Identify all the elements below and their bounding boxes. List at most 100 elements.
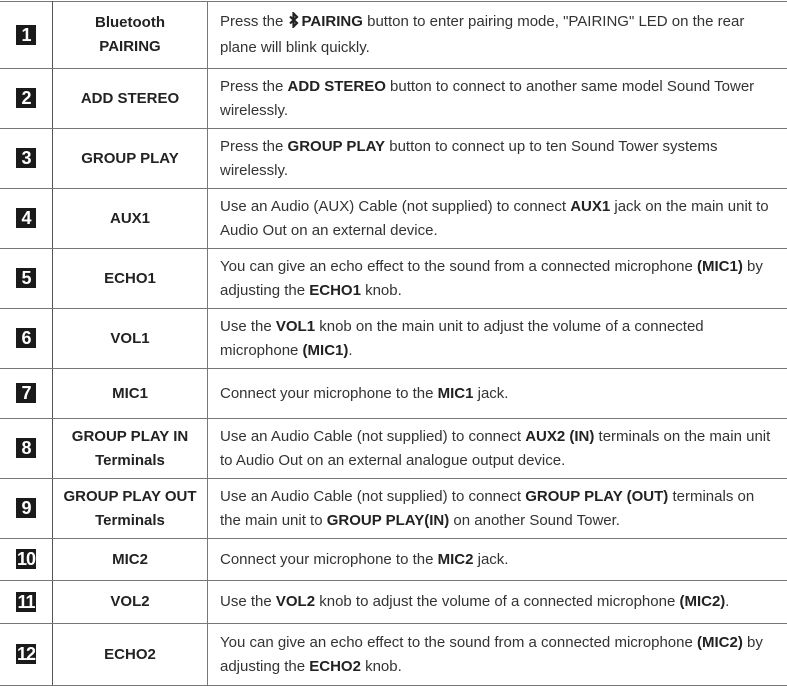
desc-text: . xyxy=(725,593,730,610)
item-name-cell: GROUP PLAY IN Terminals xyxy=(52,418,208,479)
item-description: Use an Audio Cable (not supplied) to con… xyxy=(207,478,787,539)
table-row: 8 GROUP PLAY IN Terminals Use an Audio Ca… xyxy=(0,418,787,479)
desc-text: Connect your microphone to the xyxy=(220,384,438,402)
desc-text: Press the xyxy=(220,137,288,155)
item-number-badge: 4 xyxy=(16,208,36,228)
desc-bold: (MIC2) xyxy=(679,593,726,610)
desc-bold: AUX1 xyxy=(570,197,611,215)
item-number-cell: 12 xyxy=(0,623,53,686)
item-number-cell: 8 xyxy=(0,418,53,479)
desc-bold: AUX2 (IN) xyxy=(525,427,595,445)
desc-text: Connect your microphone to the xyxy=(220,550,438,568)
desc-bold: VOL1 xyxy=(275,317,316,335)
item-description: Use the VOL1 knob on the main unit to ad… xyxy=(207,308,787,369)
table-row: 12 ECHO2 You can give an echo effect to … xyxy=(0,623,787,686)
desc-text: terminals on the main unit to Audio Out … xyxy=(220,427,771,469)
item-name-line: AUX1 xyxy=(109,209,150,227)
item-number-cell: 2 xyxy=(0,68,53,129)
desc-text: by adjusting the xyxy=(220,633,763,675)
table-row: 1 Bluetooth PAIRING Press the PAIRING but… xyxy=(0,1,787,69)
item-description: You can give an echo effect to the sound… xyxy=(207,623,787,686)
desc-text: You can give an echo effect to the sound… xyxy=(220,633,697,651)
item-description: Use an Audio Cable (not supplied) to con… xyxy=(207,418,787,479)
item-name-line: VOL2 xyxy=(110,593,150,610)
item-description: Press the ADD STEREO button to connect t… xyxy=(207,68,787,129)
item-name-cell: ADD STEREO xyxy=(52,68,208,129)
item-number-cell: 11 xyxy=(0,580,53,624)
item-name-cell: GROUP PLAY OUT Terminals xyxy=(52,478,208,539)
item-number-cell: 1 xyxy=(0,1,53,69)
item-name-line: PAIRING xyxy=(99,38,161,55)
item-number-badge: 12 xyxy=(15,644,36,664)
item-description: Use an Audio (AUX) Cable (not supplied) … xyxy=(207,188,787,249)
table-row: 3 GROUP PLAY Press the GROUP PLAY button… xyxy=(0,128,787,189)
item-number-cell: 5 xyxy=(0,248,53,309)
desc-text: button to enter pairing mode, "PAIRING" … xyxy=(220,13,745,56)
item-number-badge: 10 xyxy=(15,549,36,569)
item-number-cell: 10 xyxy=(0,538,53,581)
table-row: 10 MIC2 Connect your microphone to the M… xyxy=(0,538,787,581)
table-row: 5 ECHO1 You can give an echo effect to t… xyxy=(0,248,787,309)
item-name-cell: ECHO1 xyxy=(52,248,208,309)
desc-text: jack. xyxy=(473,550,509,568)
desc-text: on another Sound Tower. xyxy=(449,511,620,529)
item-number-badge: 9 xyxy=(16,498,36,518)
desc-bold: MIC1 xyxy=(437,384,474,402)
desc-text: terminals on the main unit to xyxy=(220,487,755,529)
desc-text: Use an Audio (AUX) Cable (not supplied) … xyxy=(220,197,571,215)
table-row: 4 AUX1 Use an Audio (AUX) Cable (not sup… xyxy=(0,188,787,249)
item-name-line: Terminals xyxy=(95,511,165,529)
item-number-cell: 4 xyxy=(0,188,53,249)
item-number-badge: 2 xyxy=(16,88,36,108)
desc-bold: (MIC1) xyxy=(302,341,349,359)
item-name-cell: VOL2 xyxy=(52,580,208,624)
desc-bold: ECHO1 xyxy=(309,281,361,299)
desc-bold: VOL2 xyxy=(275,593,316,610)
item-description: Press the GROUP PLAY button to connect u… xyxy=(207,128,787,189)
item-name-line: Terminals xyxy=(95,451,165,469)
desc-text: knob on the main unit to adjust the volu… xyxy=(220,317,704,359)
desc-text: Use the xyxy=(220,317,276,335)
table-row: 9 GROUP PLAY OUT Terminals Use an Audio C… xyxy=(0,478,787,539)
item-number-badge: 5 xyxy=(16,268,36,288)
item-name-line: GROUP PLAY xyxy=(81,149,179,167)
item-number-badge: 3 xyxy=(16,148,36,168)
item-name-cell: VOL1 xyxy=(52,308,208,369)
desc-text: Press the xyxy=(220,77,288,95)
desc-text: . xyxy=(348,341,353,359)
item-name-line: GROUP PLAY OUT xyxy=(63,487,197,505)
table-row: 11 VOL2 Use the VOL2 knob to adjust the … xyxy=(0,580,787,624)
desc-text: button to connect up to ten Sound Tower … xyxy=(220,137,718,179)
desc-bold: MIC2 xyxy=(437,550,474,568)
bluetooth-icon xyxy=(288,10,300,36)
desc-text: Use an Audio Cable (not supplied) to con… xyxy=(220,427,526,445)
item-name-cell: GROUP PLAY xyxy=(52,128,208,189)
item-name-line: ECHO1 xyxy=(104,269,156,287)
item-number-badge: 8 xyxy=(16,438,36,458)
item-number-badge: 6 xyxy=(16,328,36,348)
table-row: 2 ADD STEREO Press the ADD STEREO button… xyxy=(0,68,787,129)
desc-text: You can give an echo effect to the sound… xyxy=(220,257,697,275)
item-name-line: Bluetooth xyxy=(95,14,165,31)
item-description: Press the PAIRING button to enter pairin… xyxy=(207,1,787,69)
item-number-cell: 9 xyxy=(0,478,53,539)
desc-text: jack. xyxy=(473,384,509,402)
desc-bold: ECHO2 xyxy=(309,657,361,675)
desc-text: Use an Audio Cable (not supplied) to con… xyxy=(220,487,526,505)
item-name-cell: Bluetooth PAIRING xyxy=(52,1,208,69)
desc-bold: PAIRING xyxy=(301,13,363,30)
item-name-line: GROUP PLAY IN xyxy=(71,427,189,445)
item-name-cell: MIC1 xyxy=(52,368,208,419)
desc-text: knob. xyxy=(360,281,402,299)
desc-bold: (MIC2) xyxy=(697,633,743,651)
table-row: 6 VOL1 Use the VOL1 knob on the main uni… xyxy=(0,308,787,369)
item-name-line: ADD STEREO xyxy=(80,89,180,107)
item-name-cell: AUX1 xyxy=(52,188,208,249)
item-description: Connect your microphone to the MIC2 jack… xyxy=(207,538,787,581)
item-name-cell: ECHO2 xyxy=(52,623,208,686)
item-number-cell: 3 xyxy=(0,128,53,189)
table-row: 7 MIC1 Connect your microphone to the MI… xyxy=(0,368,787,419)
item-number-badge: 7 xyxy=(16,383,36,403)
desc-bold: ADD STEREO xyxy=(287,77,386,95)
